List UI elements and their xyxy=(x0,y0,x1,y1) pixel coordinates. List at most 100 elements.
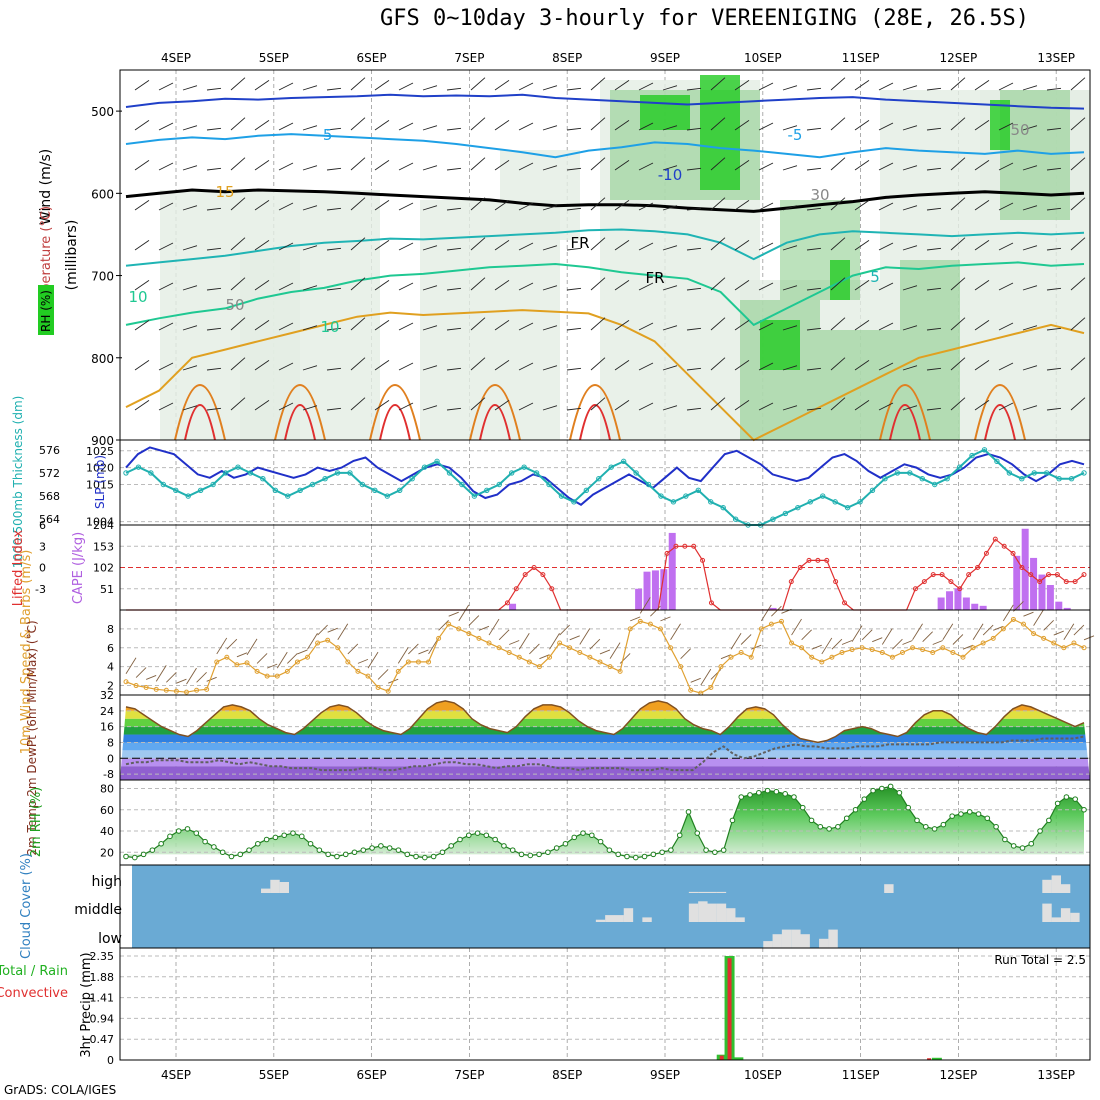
cloud-block xyxy=(1070,912,1080,922)
rh-point xyxy=(465,832,472,839)
rh-point xyxy=(175,828,182,834)
date-label-bottom: 6SEP xyxy=(357,1068,387,1082)
rh-point xyxy=(729,817,736,824)
rh-point xyxy=(457,836,463,843)
wind-barb xyxy=(662,365,678,371)
wind-barb xyxy=(1070,157,1086,171)
thickness-point xyxy=(533,470,540,476)
surface-wind-barb xyxy=(841,640,853,645)
thickness-point xyxy=(620,458,627,465)
rh-point xyxy=(571,834,578,841)
surface-wind-barb xyxy=(539,654,550,660)
wind-barb xyxy=(206,87,222,91)
wind-barb xyxy=(926,247,942,251)
rh-point xyxy=(597,838,604,845)
rh-point xyxy=(342,851,349,858)
wind-speed-point xyxy=(496,645,502,651)
wind-barb xyxy=(494,399,510,411)
wind-speed-point xyxy=(1020,621,1026,627)
wind-speed-point xyxy=(526,659,532,665)
wind-speed-point xyxy=(990,635,996,641)
rh-point xyxy=(501,843,507,849)
rh-point xyxy=(712,849,718,856)
rh-point xyxy=(422,854,428,861)
rh-point xyxy=(843,815,850,822)
wind-barb xyxy=(398,82,414,91)
surface-wind-barb xyxy=(892,638,903,650)
date-label-bottom: 10SEP xyxy=(744,1068,782,1082)
rh-point xyxy=(808,817,815,824)
rh-point xyxy=(281,832,288,839)
date-label-bottom: 7SEP xyxy=(454,1068,484,1082)
rh-point xyxy=(949,813,955,819)
surface-wind-barb xyxy=(589,638,601,650)
lifted-index-point xyxy=(948,579,954,585)
wind-speed-point xyxy=(930,650,936,655)
wind-barb xyxy=(998,162,1014,171)
rh-point xyxy=(527,852,534,859)
wind-speed-point xyxy=(688,687,694,693)
rh-point xyxy=(334,853,340,860)
lifted-index-point xyxy=(1046,572,1052,578)
cape-bar xyxy=(660,569,668,610)
wind-speed-point xyxy=(758,626,764,632)
wind-barb xyxy=(998,362,1014,371)
thickness-point xyxy=(795,504,801,511)
wind-barb xyxy=(422,125,438,131)
lifted-index-point xyxy=(700,557,706,563)
temp-band xyxy=(120,758,1090,767)
thickness-point xyxy=(994,458,1000,465)
wind-barb xyxy=(134,239,150,251)
wind-speed-point xyxy=(1010,616,1016,622)
surface-wind-barb xyxy=(256,653,268,664)
wind-speed-point xyxy=(1051,640,1057,646)
date-label-top: 13SEP xyxy=(1037,51,1075,65)
wind-speed-point xyxy=(728,654,734,660)
rh-point xyxy=(483,832,490,839)
wind-speed-point xyxy=(627,626,633,632)
temp-band xyxy=(120,766,1090,780)
wind-barb xyxy=(470,237,486,251)
thickness-point xyxy=(1056,476,1062,482)
wind-speed-point xyxy=(516,654,522,660)
wind-speed-point xyxy=(849,647,855,653)
surface-wind-barb xyxy=(438,620,449,631)
rh-point xyxy=(1063,794,1070,800)
wind-barb xyxy=(902,125,918,131)
wind-barb xyxy=(758,402,774,411)
thickness-point xyxy=(1068,476,1075,482)
thickness-point xyxy=(919,476,925,482)
cloud-level-label: low xyxy=(98,931,122,947)
wind-barb xyxy=(878,402,894,411)
wind-barb xyxy=(926,127,942,131)
wind-barb xyxy=(158,362,174,371)
label-convective: Convective xyxy=(0,986,68,1001)
wind-barbs xyxy=(134,77,1086,411)
wind-barb xyxy=(374,319,390,331)
wind-barb xyxy=(542,405,558,411)
ylabel-precip: 3hr Precip (mm) xyxy=(79,952,94,1057)
wind-barb xyxy=(254,399,270,411)
wind-barb xyxy=(230,397,246,411)
wind-barb xyxy=(662,325,678,331)
wind-barb xyxy=(662,165,678,171)
date-label-bottom: 4SEP xyxy=(161,1068,191,1082)
surface-wind-barb xyxy=(135,667,147,678)
surface-wind-barb xyxy=(791,618,802,636)
panel-frame xyxy=(119,609,1091,696)
wind-barb xyxy=(206,207,222,211)
cloud-block xyxy=(605,915,615,922)
wind-barb xyxy=(734,79,750,91)
wind-barb xyxy=(950,357,966,371)
wind-barb xyxy=(182,245,198,251)
wind-barb xyxy=(590,77,606,91)
wind-barb xyxy=(1046,247,1062,251)
wind-barb xyxy=(638,82,654,91)
wind-barb xyxy=(254,319,270,331)
ytick-li: 6 xyxy=(39,519,46,532)
rh-point xyxy=(615,851,621,858)
wind-barb xyxy=(566,127,582,131)
wind-barb xyxy=(806,127,822,131)
wind-barb xyxy=(518,282,534,291)
label-wind: Wind (m/s) xyxy=(38,149,54,225)
